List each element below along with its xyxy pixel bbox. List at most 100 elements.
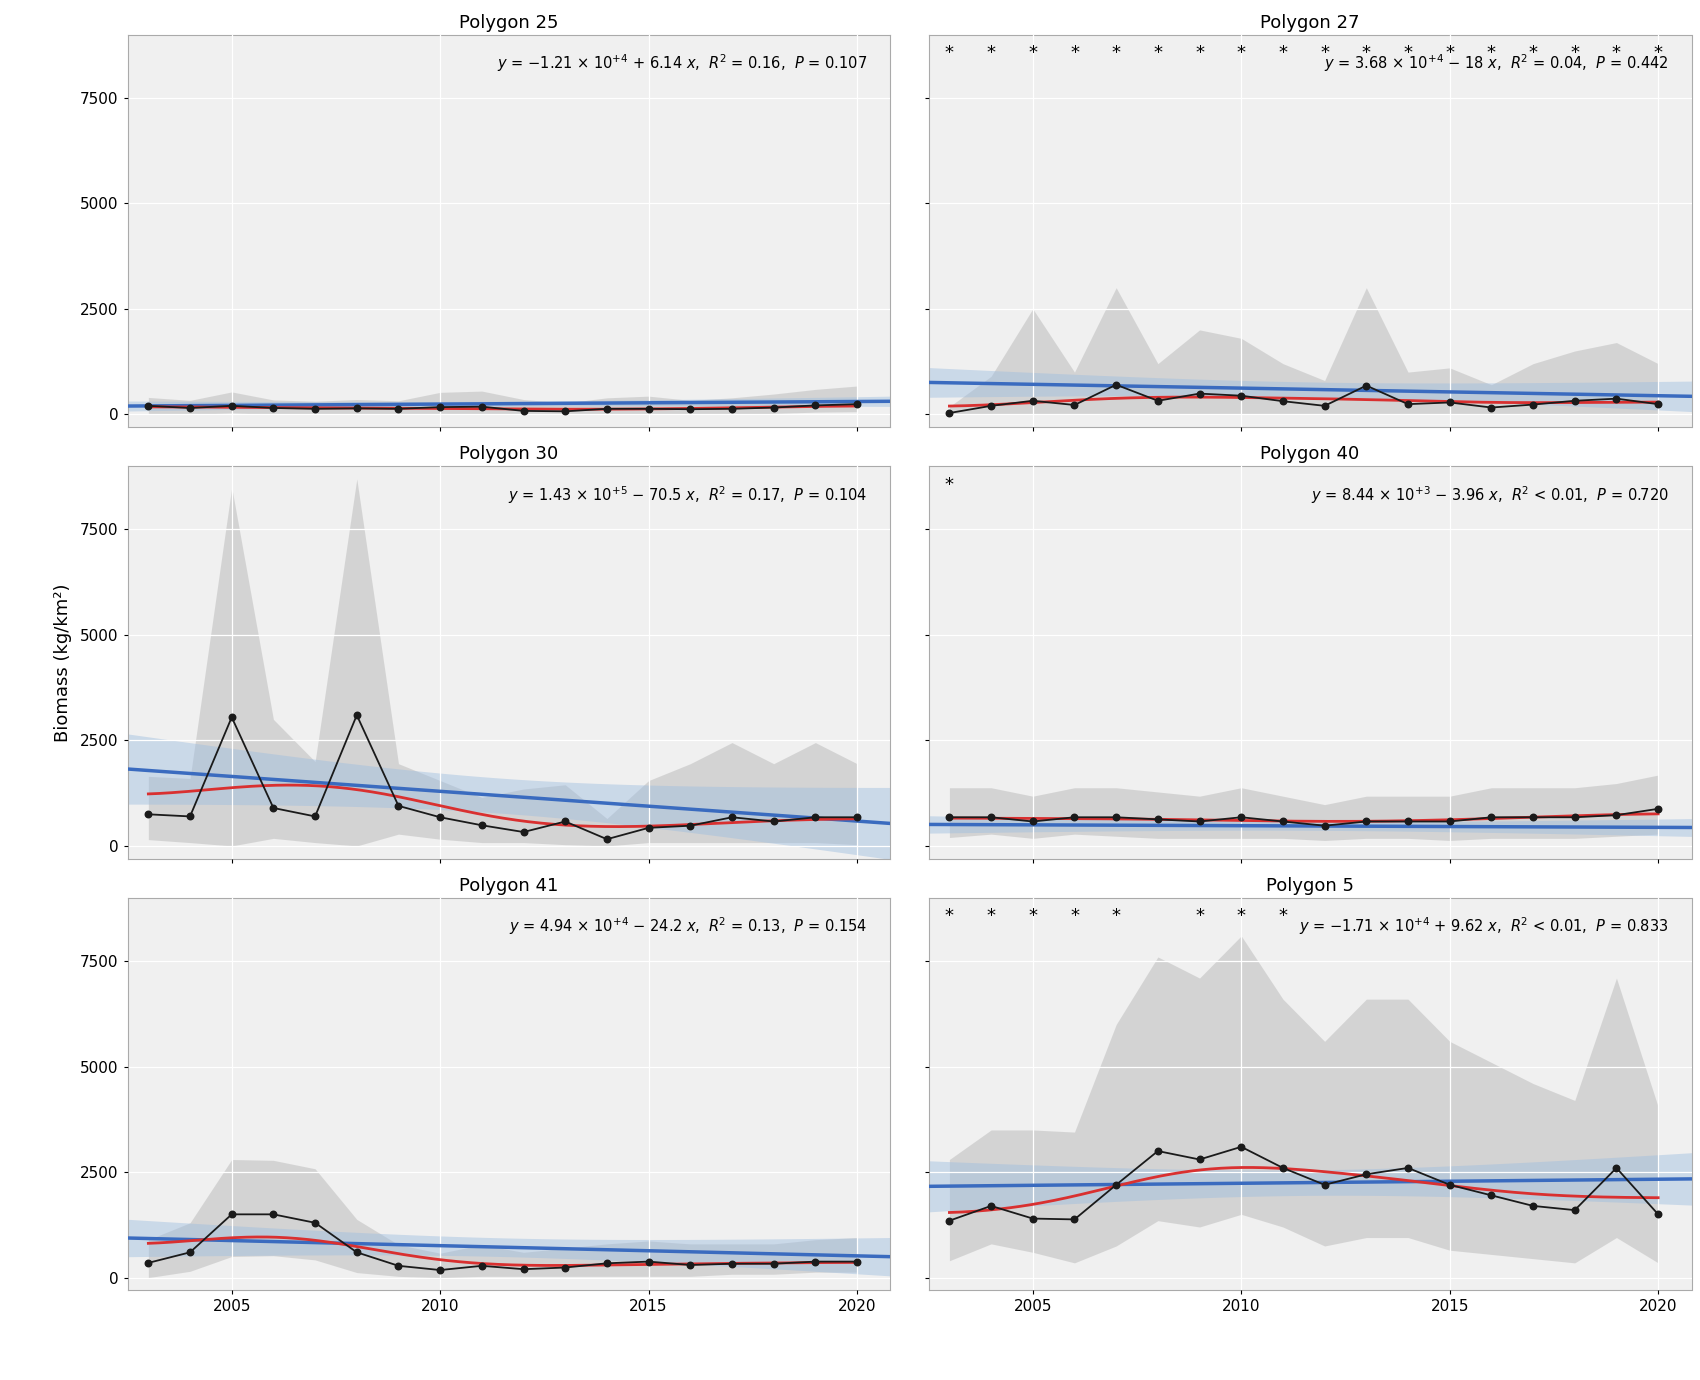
Point (1270, 1156, 1297, 1179)
Point (1270, 810, 1297, 832)
Point (1436, 392, 1464, 414)
Point (977, 395, 1005, 417)
Text: *: * (986, 44, 996, 62)
Y-axis label: Biomass (kg/km²): Biomass (kg/km²) (54, 584, 71, 741)
Text: *: * (1278, 908, 1287, 926)
Point (1477, 396, 1504, 418)
Title: Polygon 27: Polygon 27 (1260, 14, 1360, 32)
Point (1394, 1156, 1421, 1179)
Point (1353, 374, 1380, 396)
Point (935, 806, 962, 828)
Point (468, 396, 495, 418)
Point (1103, 374, 1130, 396)
Text: *: * (1069, 908, 1080, 926)
Point (802, 1250, 830, 1272)
Text: *: * (1362, 44, 1370, 62)
Text: *: * (1612, 44, 1622, 62)
Point (1061, 806, 1088, 828)
Point (935, 402, 962, 424)
Point (1061, 393, 1088, 415)
Text: *: * (1112, 44, 1120, 62)
Point (977, 806, 1005, 828)
Point (1353, 810, 1380, 832)
Text: *: * (1571, 44, 1579, 62)
Point (719, 397, 746, 420)
Point (1103, 1174, 1130, 1196)
Point (343, 397, 371, 420)
Point (1144, 1140, 1171, 1162)
Text: *: * (1528, 44, 1537, 62)
Point (593, 397, 620, 420)
Point (1603, 805, 1630, 827)
Point (719, 1253, 746, 1275)
Point (977, 1195, 1005, 1217)
Point (427, 1259, 454, 1281)
Point (1644, 798, 1671, 820)
Point (177, 397, 204, 420)
Point (1144, 809, 1171, 831)
Point (134, 1252, 162, 1274)
Text: *: * (986, 908, 996, 926)
Point (1020, 1208, 1047, 1230)
Text: $y$ = 3.68 × 10$^{+4}$ $-$ 18 $x$,  $R$$^2$ = 0.04,  $P$ = 0.442: $y$ = 3.68 × 10$^{+4}$ $-$ 18 $x$, $R$$^… (1324, 52, 1669, 75)
Text: *: * (1321, 44, 1329, 62)
Point (1603, 1156, 1630, 1179)
Point (1520, 1195, 1547, 1217)
Point (1561, 806, 1588, 828)
Point (719, 806, 746, 828)
Text: $y$ = 1.43 × 10$^{+5}$ $-$ 70.5 $x$,  $R$$^2$ = 0.17,  $P$ = 0.104: $y$ = 1.43 × 10$^{+5}$ $-$ 70.5 $x$, $R$… (508, 484, 867, 505)
Point (1394, 810, 1421, 832)
Point (1603, 388, 1630, 410)
Point (134, 803, 162, 825)
Point (760, 810, 787, 832)
Point (343, 1241, 371, 1263)
Text: *: * (945, 908, 954, 926)
Point (1187, 382, 1214, 404)
Text: *: * (1404, 44, 1413, 62)
Point (1227, 1136, 1255, 1158)
Point (1020, 389, 1047, 411)
Point (802, 395, 830, 417)
Point (384, 397, 411, 420)
Text: *: * (1069, 44, 1080, 62)
Point (1520, 806, 1547, 828)
Point (427, 396, 454, 418)
Point (677, 399, 704, 421)
Point (301, 806, 328, 828)
Point (677, 1254, 704, 1276)
Point (260, 397, 287, 420)
Text: *: * (1028, 908, 1037, 926)
Point (760, 396, 787, 418)
Text: *: * (1112, 908, 1120, 926)
Point (343, 704, 371, 726)
Text: *: * (1236, 44, 1246, 62)
Point (677, 814, 704, 836)
Point (760, 1253, 787, 1275)
Point (134, 395, 162, 417)
Point (1187, 1148, 1214, 1170)
Text: *: * (1195, 908, 1204, 926)
Point (1020, 810, 1047, 832)
Point (1353, 1163, 1380, 1185)
Text: $y$ = $-$1.71 × 10$^{+4}$ + 9.62 $x$,  $R$$^2$ < 0.01,  $P$ = 0.833: $y$ = $-$1.71 × 10$^{+4}$ + 9.62 $x$, $R… (1299, 915, 1669, 937)
Point (1227, 806, 1255, 828)
Point (510, 400, 537, 422)
Point (593, 828, 620, 850)
Point (843, 393, 870, 415)
Title: Polygon 30: Polygon 30 (459, 446, 559, 464)
Point (1311, 1174, 1338, 1196)
Title: Polygon 5: Polygon 5 (1266, 876, 1353, 894)
Point (1561, 389, 1588, 411)
Point (636, 1250, 663, 1272)
Point (510, 1259, 537, 1281)
Point (427, 806, 454, 828)
Point (636, 397, 663, 420)
Point (384, 795, 411, 817)
Text: *: * (1028, 44, 1037, 62)
Point (177, 1241, 204, 1263)
Point (1477, 806, 1504, 828)
Text: $y$ = $-$1.21 × 10$^{+4}$ + 6.14 $x$,  $R$$^2$ = 0.16,  $P$ = 0.107: $y$ = $-$1.21 × 10$^{+4}$ + 6.14 $x$, $R… (498, 52, 867, 75)
Point (1227, 385, 1255, 407)
Point (218, 707, 245, 729)
Point (1311, 814, 1338, 836)
